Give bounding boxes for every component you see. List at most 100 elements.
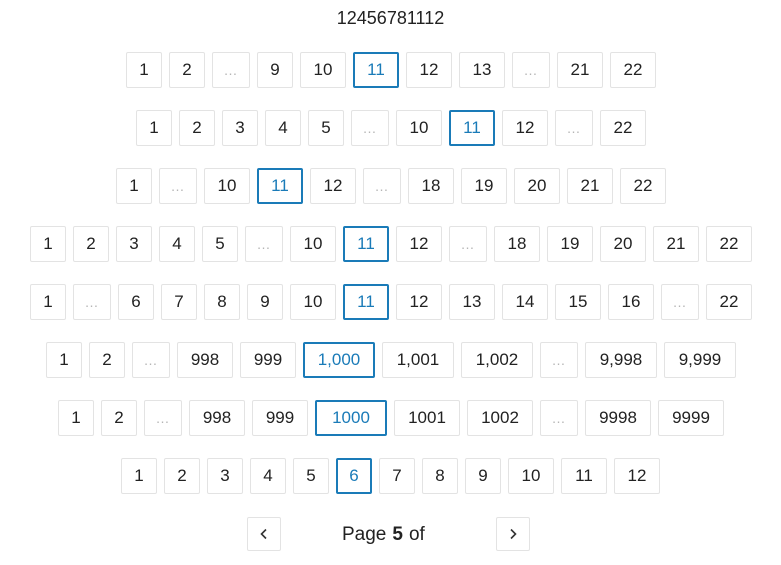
page-button[interactable]: 10 [290,284,336,320]
page-button[interactable]: 13 [449,284,495,320]
page-button[interactable]: 21 [653,226,699,262]
page-button[interactable]: 18 [494,226,540,262]
page-button[interactable]: 20 [600,226,646,262]
page-button[interactable]: 10 [396,110,442,146]
page-button[interactable]: 2 [164,458,200,494]
page-button[interactable]: 2 [169,52,205,88]
page-button[interactable]: 22 [600,110,646,146]
page-button[interactable]: 2 [89,342,125,378]
page-button-current[interactable]: 11 [449,110,495,146]
page-button[interactable]: 4 [265,110,301,146]
page-button[interactable]: 5 [202,226,238,262]
page-button[interactable]: 10 [204,168,250,204]
prev-page-button[interactable] [247,517,281,551]
page-button[interactable]: 22 [706,226,752,262]
page-button[interactable]: 19 [461,168,507,204]
page-button-current[interactable]: 11 [257,168,303,204]
current-page-number: 5 [392,524,403,545]
page-button-current[interactable]: 11 [343,226,389,262]
page-button[interactable]: 1 [126,52,162,88]
page-button[interactable]: 2 [101,400,137,436]
page-button[interactable]: 1 [46,342,82,378]
page-button[interactable]: 3 [207,458,243,494]
page-button[interactable]: 8 [204,284,240,320]
page-button-current[interactable]: 1000 [315,400,387,436]
page-button[interactable]: 10 [300,52,346,88]
page-button-current[interactable]: 11 [343,284,389,320]
page-button[interactable]: 19 [547,226,593,262]
page-button[interactable]: 2 [179,110,215,146]
page-button[interactable]: 12 [502,110,548,146]
page-button[interactable]: 12 [396,226,442,262]
page-button[interactable]: 21 [557,52,603,88]
page-button[interactable]: 998 [177,342,233,378]
pagination-row: 1 2 3 4 5… 10 11 12… 18 19 20 21 22 [0,226,781,264]
page-button[interactable]: 3 [222,110,258,146]
page-button[interactable]: 998 [189,400,245,436]
page-button[interactable]: 1 [30,284,66,320]
page-button[interactable]: 7 [379,458,415,494]
page-button[interactable]: 12 [406,52,452,88]
page-button[interactable]: 2 [73,226,109,262]
page-button[interactable]: 10 [290,226,336,262]
page-button[interactable]: 1 [30,226,66,262]
page-button[interactable]: 9 [465,458,501,494]
page-button[interactable]: 1 [121,458,157,494]
page-button[interactable]: 1,001 [382,342,454,378]
ellipsis-gap: … [363,168,401,204]
page-button[interactable]: 8 [422,458,458,494]
page-button[interactable]: 16 [608,284,654,320]
page-button-current[interactable]: 6 [336,458,372,494]
chevron-left-icon [260,528,267,540]
ellipsis-gap: … [73,284,111,320]
ellipsis-gap: … [540,342,578,378]
page-button[interactable]: 4 [250,458,286,494]
page-button[interactable]: 10 [508,458,554,494]
page-button[interactable]: 9 [257,52,293,88]
page-button[interactable]: 11 [561,458,607,494]
page-button[interactable]: 999 [252,400,308,436]
page-button[interactable]: 1,002 [461,342,533,378]
page-button[interactable]: 12 [396,284,442,320]
page-button[interactable]: 22 [620,168,666,204]
pagination-row: 1 2… 998 999 1000 1001 1002… 9998 9999 [0,400,781,438]
pagination-row: 1 2 3 4 5 6 7 8 9 10 11 12 [0,458,781,496]
page-button[interactable]: 12 [614,458,660,494]
page-button[interactable]: 6 [118,284,154,320]
page-title: 12456781112 [336,8,445,28]
page-button[interactable]: 18 [408,168,454,204]
ellipsis-gap: … [661,284,699,320]
page-button[interactable]: 4 [159,226,195,262]
page-button[interactable]: 22 [706,284,752,320]
chevron-right-icon [510,528,517,540]
page-button[interactable]: 13 [459,52,505,88]
page-button[interactable]: 7 [161,284,197,320]
page-button[interactable]: 9 [247,284,283,320]
page-button[interactable]: 9,999 [664,342,736,378]
page-button[interactable]: 15 [555,284,601,320]
page-button[interactable]: 1002 [467,400,533,436]
page-button[interactable]: 9999 [658,400,724,436]
page-button[interactable]: 22 [610,52,656,88]
page-button[interactable]: 3 [116,226,152,262]
page-button[interactable]: 1 [136,110,172,146]
ellipsis-gap: … [555,110,593,146]
page-button[interactable]: 5 [293,458,329,494]
page-button[interactable]: 1001 [394,400,460,436]
ellipsis-gap: … [449,226,487,262]
page-button[interactable]: 999 [240,342,296,378]
page-button[interactable]: 1 [58,400,94,436]
page-button-current[interactable]: 11 [353,52,399,88]
page-label: Page [342,524,387,545]
page-button[interactable]: 21 [567,168,613,204]
page-button-current[interactable]: 1,000 [303,342,375,378]
page-button[interactable]: 5 [308,110,344,146]
page-button[interactable]: 14 [502,284,548,320]
page-button[interactable]: 20 [514,168,560,204]
page-button[interactable]: 12 [310,168,356,204]
page-button[interactable]: 9998 [585,400,651,436]
page-button[interactable]: 1 [116,168,152,204]
pagination-row: 1 2… 9 10 11 12 13… 21 22 [0,52,781,90]
next-page-button[interactable] [496,517,530,551]
page-button[interactable]: 9,998 [585,342,657,378]
